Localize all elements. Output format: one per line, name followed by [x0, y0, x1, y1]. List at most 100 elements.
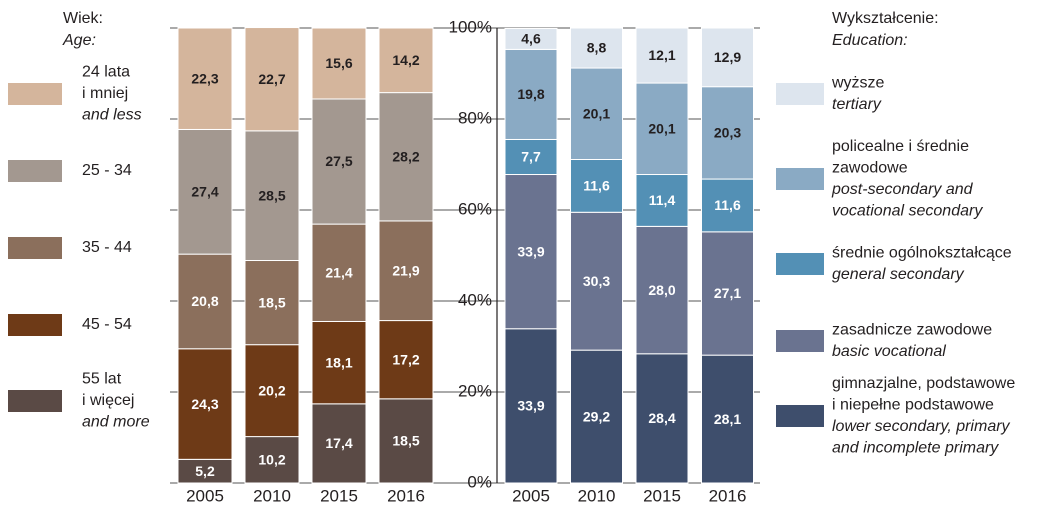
value-label: 19,8	[517, 86, 544, 102]
value-label: 21,9	[392, 262, 419, 278]
legend-label: 45 - 54	[82, 316, 132, 333]
bar-segment	[504, 27, 558, 50]
bar-segment	[570, 67, 623, 160]
x-tick-label: 2015	[320, 486, 358, 505]
value-label: 28,1	[714, 411, 741, 427]
legend-swatch	[776, 330, 824, 352]
y-tick-label: 100%	[449, 17, 492, 36]
legend-label: gimnazjalne, podstawowe	[832, 375, 1015, 392]
y-tick-label: 0%	[467, 472, 492, 491]
value-label: 27,4	[191, 184, 218, 200]
legend-label: 35 - 44	[82, 239, 132, 256]
value-label: 17,2	[392, 351, 419, 367]
bar-segment	[311, 98, 367, 225]
legend-label: and incomplete primary	[832, 439, 999, 456]
value-label: 28,0	[648, 282, 675, 298]
value-label: 30,3	[583, 273, 610, 289]
bar-segment	[504, 138, 558, 176]
bar-segment	[570, 27, 623, 69]
value-label: 4,6	[521, 31, 541, 47]
value-label: 27,5	[325, 153, 352, 169]
x-tick-label: 2016	[387, 486, 425, 505]
legend-label: policealne i średnie	[832, 138, 969, 155]
bar-segment	[635, 82, 689, 176]
value-label: 20,2	[258, 382, 285, 398]
legend-title: Wiek:	[63, 10, 103, 27]
bar-segment	[311, 27, 367, 100]
value-label: 11,6	[583, 178, 610, 194]
bar-segment	[701, 354, 754, 484]
bar-segment	[570, 211, 623, 351]
legend-label: basic vocational	[832, 343, 946, 360]
bar-segment	[177, 253, 233, 350]
value-label: 17,4	[325, 435, 352, 451]
value-label: 29,2	[583, 408, 610, 424]
legend-swatch	[8, 314, 62, 336]
legend-swatch	[776, 83, 824, 105]
x-tick-label: 2010	[253, 486, 291, 505]
y-tick-label: 20%	[458, 381, 492, 400]
value-label: 8,8	[587, 40, 607, 56]
legend-label: post-secondary and	[831, 181, 974, 198]
legend-label: and less	[82, 107, 142, 124]
legend-label: 25 - 34	[82, 162, 132, 179]
legend-label: 24 lata	[82, 64, 130, 81]
value-label: 12,9	[714, 49, 741, 65]
y-tick-label: 80%	[458, 108, 492, 127]
bar-segment	[177, 128, 233, 255]
y-tick-label: 60%	[458, 199, 492, 218]
legend-label: tertiary	[832, 96, 882, 113]
value-label: 20,3	[714, 125, 741, 141]
y-tick-label: 40%	[458, 290, 492, 309]
bar-segment	[504, 174, 558, 330]
legend-label: wyższe	[831, 74, 885, 91]
legend-title: Age:	[62, 32, 96, 49]
bars	[177, 27, 754, 484]
x-tick-label: 2005	[512, 486, 550, 505]
legend-title: Education:	[832, 32, 908, 49]
bar-segment	[311, 223, 367, 322]
bar-segment	[635, 225, 689, 355]
bar-segment	[635, 353, 689, 484]
x-tick-label: 2016	[709, 486, 747, 505]
bar-segment	[570, 349, 623, 484]
bar-segment	[177, 348, 233, 460]
bar-segment	[701, 27, 754, 88]
value-label: 14,2	[392, 52, 419, 68]
bar-segment	[378, 27, 434, 94]
bar-segment	[504, 48, 558, 140]
bar-segment	[504, 328, 558, 484]
value-label: 11,4	[649, 192, 676, 208]
value-label: 18,5	[392, 433, 419, 449]
legend-label: i niepełne podstawowe	[832, 396, 994, 413]
value-label: 7,7	[521, 149, 541, 165]
value-label: 12,1	[648, 47, 675, 63]
legend-label: general secondary	[832, 266, 965, 283]
value-label: 20,8	[191, 293, 218, 309]
value-label: 18,1	[325, 354, 352, 370]
legend-label: 55 lat	[82, 371, 122, 388]
legend-swatch	[8, 390, 62, 412]
legend-swatch	[8, 83, 62, 105]
value-label: 20,1	[648, 120, 675, 136]
bar-segment	[570, 158, 623, 213]
bar-segment	[244, 344, 300, 438]
bar-segment	[378, 92, 434, 222]
value-label: 11,6	[714, 197, 741, 213]
value-label: 22,3	[191, 70, 218, 86]
value-label: 24,3	[191, 396, 218, 412]
legend-label: and more	[82, 414, 150, 431]
value-label: 27,1	[714, 285, 741, 301]
value-label: 15,6	[325, 55, 352, 71]
value-label: 21,4	[325, 264, 352, 280]
x-tick-label: 2005	[186, 486, 224, 505]
legend-label: średnie ogólnokształcące	[832, 244, 1012, 261]
legend-label: i mniej	[82, 85, 128, 102]
bar-segment	[378, 220, 434, 322]
value-label: 22,7	[258, 71, 285, 87]
legend-label: i więcej	[82, 392, 134, 409]
bar-segment	[378, 398, 434, 484]
legend-title: Wykształcenie:	[832, 10, 939, 27]
value-label: 28,4	[648, 410, 675, 426]
